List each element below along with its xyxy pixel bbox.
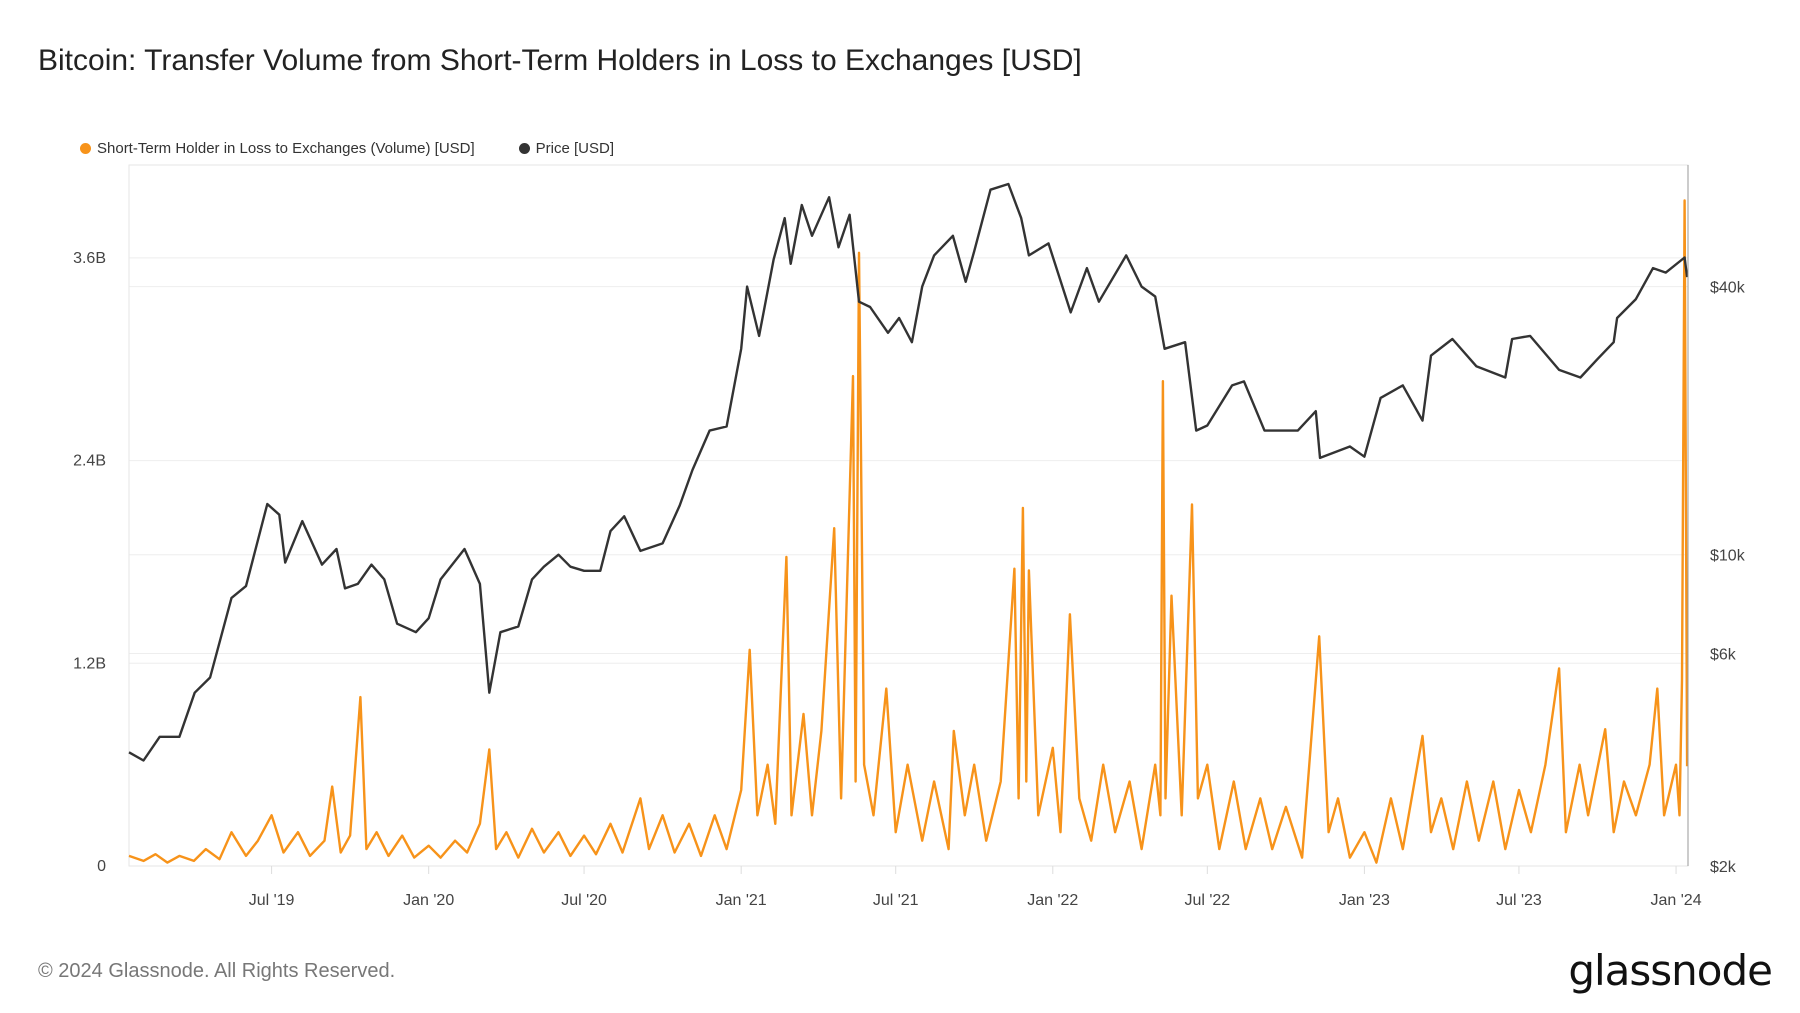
series-line-volume bbox=[128, 199, 1689, 864]
x-tick-label: Jan '20 bbox=[403, 892, 454, 909]
x-axis: Jul '19 Jan '20 Jul '20 Jan '21 Jul '21 Jan '… bbox=[249, 866, 1702, 909]
x-tick-label: Jul '19 bbox=[249, 892, 295, 909]
y-left-tick-label: 0 bbox=[97, 858, 106, 875]
legend-label-price: Price [USD] bbox=[535, 140, 615, 157]
x-tick-label: Jul '23 bbox=[1496, 892, 1542, 909]
price-legend-dot-icon bbox=[518, 143, 530, 154]
y-left-tick-label: 1.2B bbox=[73, 655, 106, 672]
x-tick-label: Jan '23 bbox=[1339, 892, 1390, 909]
y-right-tick-label: $10k bbox=[1710, 548, 1746, 565]
series-line-price bbox=[128, 182, 1689, 762]
y-left-tick-label: 2.4B bbox=[73, 453, 106, 470]
legend: Short-Term Holder in Loss to Exchanges (… bbox=[80, 140, 614, 157]
volume-legend-dot-icon bbox=[80, 143, 91, 154]
x-tick-label: Jul '21 bbox=[873, 892, 919, 909]
legend-item-volume[interactable]: Short-Term Holder in Loss to Exchanges (… bbox=[80, 140, 475, 157]
x-tick-label: Jul '22 bbox=[1184, 892, 1230, 909]
y-right-tick-label: $6k bbox=[1710, 647, 1737, 664]
y-right-tick-label: $40k bbox=[1710, 280, 1746, 297]
copyright: © 2024 Glassnode. All Rights Reserved. bbox=[38, 960, 396, 982]
legend-label-volume: Short-Term Holder in Loss to Exchanges (… bbox=[97, 140, 475, 157]
x-tick-label: Jan '24 bbox=[1651, 892, 1702, 909]
x-tick-label: Jul '20 bbox=[561, 892, 607, 909]
chart-title: Bitcoin: Transfer Volume from Short-Term… bbox=[38, 44, 1082, 77]
x-tick-label: Jan '21 bbox=[716, 892, 767, 909]
glassnode-logo: glassnode bbox=[1568, 946, 1773, 995]
y-left-tick-label: 3.6B bbox=[73, 250, 106, 267]
y-axis-right: $2k $6k $10k $40k bbox=[1710, 280, 1746, 876]
legend-item-price[interactable]: Price [USD] bbox=[518, 140, 615, 157]
y-right-tick-label: $2k bbox=[1710, 859, 1737, 876]
y-axis-left: 0 1.2B 2.4B 3.6B bbox=[73, 250, 106, 875]
x-tick-label: Jan '22 bbox=[1027, 892, 1078, 909]
